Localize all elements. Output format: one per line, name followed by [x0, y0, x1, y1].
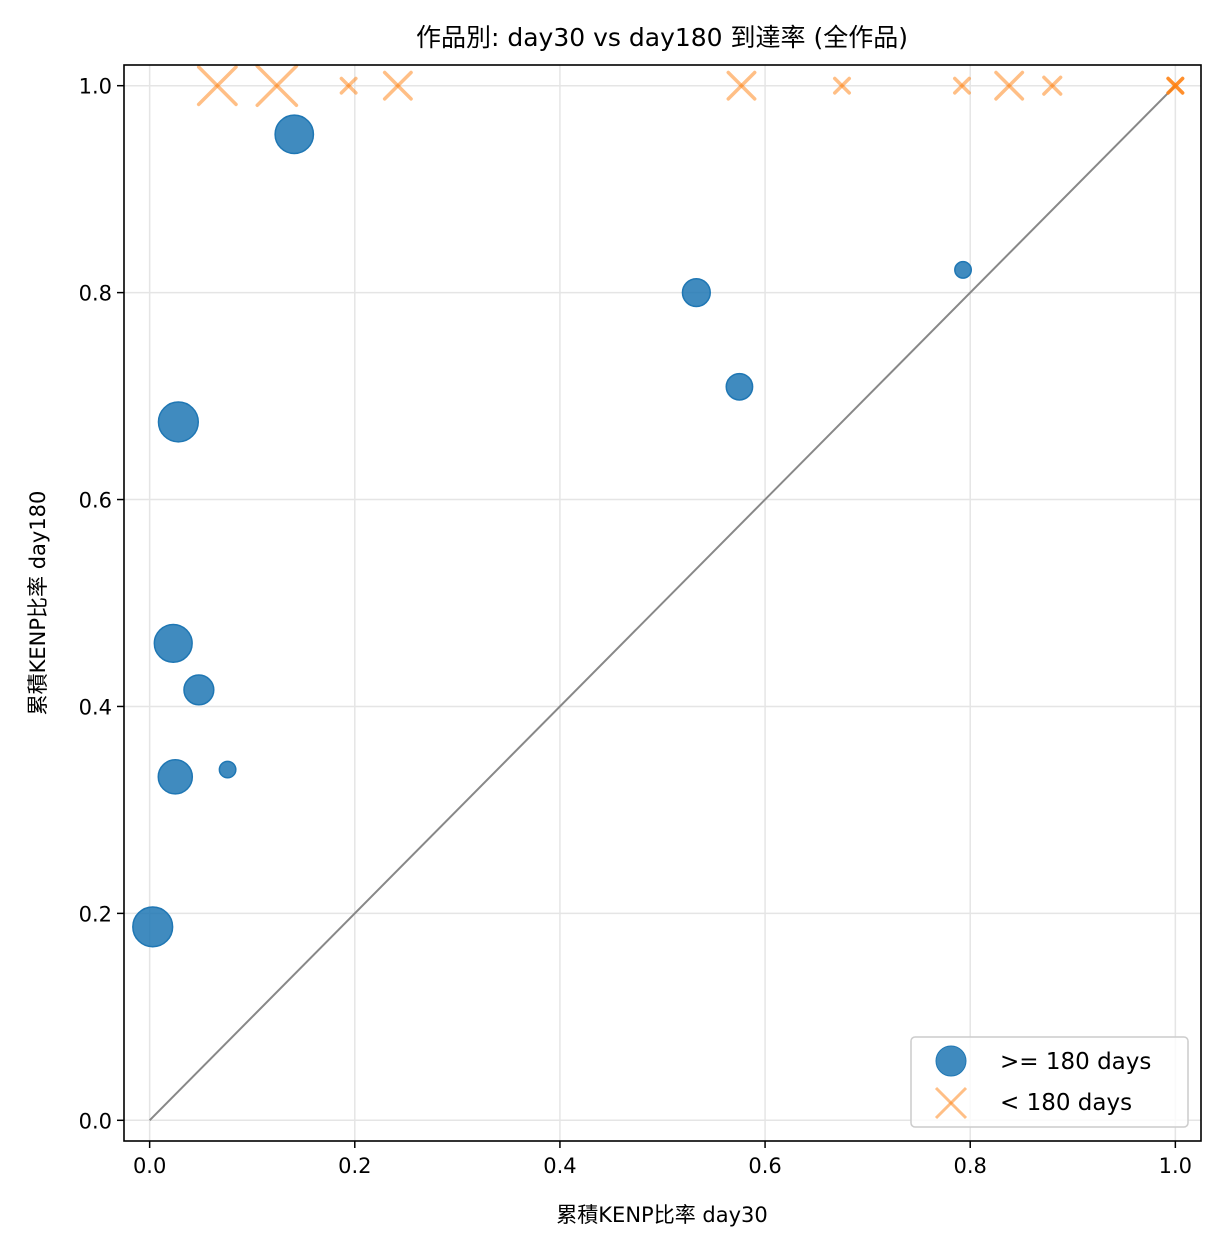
- x-tick-label: 0.4: [543, 1154, 576, 1178]
- x-tick-label: 0.8: [954, 1154, 987, 1178]
- legend-label-ge-180: >= 180 days: [1000, 1049, 1151, 1075]
- x-stroke: [255, 64, 299, 108]
- data-point-x: [1042, 75, 1063, 96]
- plot-frame: [123, 64, 1202, 1142]
- legend-marker-circle: [935, 1045, 967, 1077]
- x-stroke: [726, 70, 757, 101]
- x-tick-label: 1.0: [1159, 1154, 1192, 1178]
- x-stroke: [382, 70, 413, 101]
- y-axis-ticks: 0.0 0.2 0.4 0.6 0.8 1.0: [79, 75, 124, 1133]
- data-point-x: [953, 76, 971, 95]
- x-stroke: [833, 76, 851, 95]
- x-axis-label: 累積KENP比率 day30: [556, 1203, 767, 1227]
- y-tick-label: 0.8: [79, 282, 112, 306]
- data-point-circle: [153, 623, 193, 663]
- legend-label-lt-180: < 180 days: [1000, 1090, 1132, 1116]
- data-point-circle: [725, 372, 754, 401]
- reference-line-y-equals-x: [148, 84, 1177, 1122]
- data-point-circle: [954, 260, 973, 279]
- x-stroke: [1042, 75, 1063, 96]
- x-tick-label: 0.0: [133, 1154, 166, 1178]
- data-point-x: [196, 65, 238, 107]
- y-tick-label: 0.0: [79, 1109, 112, 1133]
- legend-marker-x: [934, 1086, 968, 1120]
- data-point-circle: [132, 906, 174, 948]
- chart-title: 作品別: day30 vs day180 到達率 (全作品): [416, 23, 908, 52]
- legend-box: [910, 1036, 1189, 1128]
- data-point-x: [833, 76, 851, 95]
- x-stroke: [1166, 76, 1185, 95]
- x-axis-ticks: 0.0 0.2 0.4 0.6 0.8 1.0: [133, 1141, 1192, 1178]
- x-stroke: [994, 70, 1025, 101]
- data-point-circle: [157, 759, 194, 795]
- data-point-x: [339, 76, 358, 95]
- x-tick-label: 0.2: [338, 1154, 371, 1178]
- data-point-circle: [183, 674, 215, 706]
- legend: >= 180 days < 180 days: [910, 1036, 1189, 1128]
- data-point-circle: [681, 277, 711, 308]
- grid: [124, 65, 1201, 1141]
- data-point-x: [726, 70, 757, 101]
- data-point-x: [255, 64, 299, 108]
- x-stroke: [196, 65, 238, 107]
- data-point-x: [1166, 76, 1185, 95]
- data-points: [132, 64, 1185, 948]
- data-point-x: [994, 70, 1025, 101]
- data-point-circle: [274, 114, 315, 155]
- y-axis-label: 累積KENP比率 day180: [26, 491, 50, 716]
- y-tick-label: 1.0: [79, 75, 112, 99]
- y-tick-label: 0.2: [79, 902, 112, 926]
- x-tick-label: 0.6: [748, 1154, 781, 1178]
- data-point-circle: [157, 401, 200, 443]
- x-stroke: [339, 76, 358, 95]
- y-tick-label: 0.4: [79, 695, 112, 719]
- data-point-x: [382, 70, 413, 101]
- data-point-circle: [218, 760, 237, 779]
- y-tick-label: 0.6: [79, 489, 112, 513]
- x-stroke: [953, 76, 971, 95]
